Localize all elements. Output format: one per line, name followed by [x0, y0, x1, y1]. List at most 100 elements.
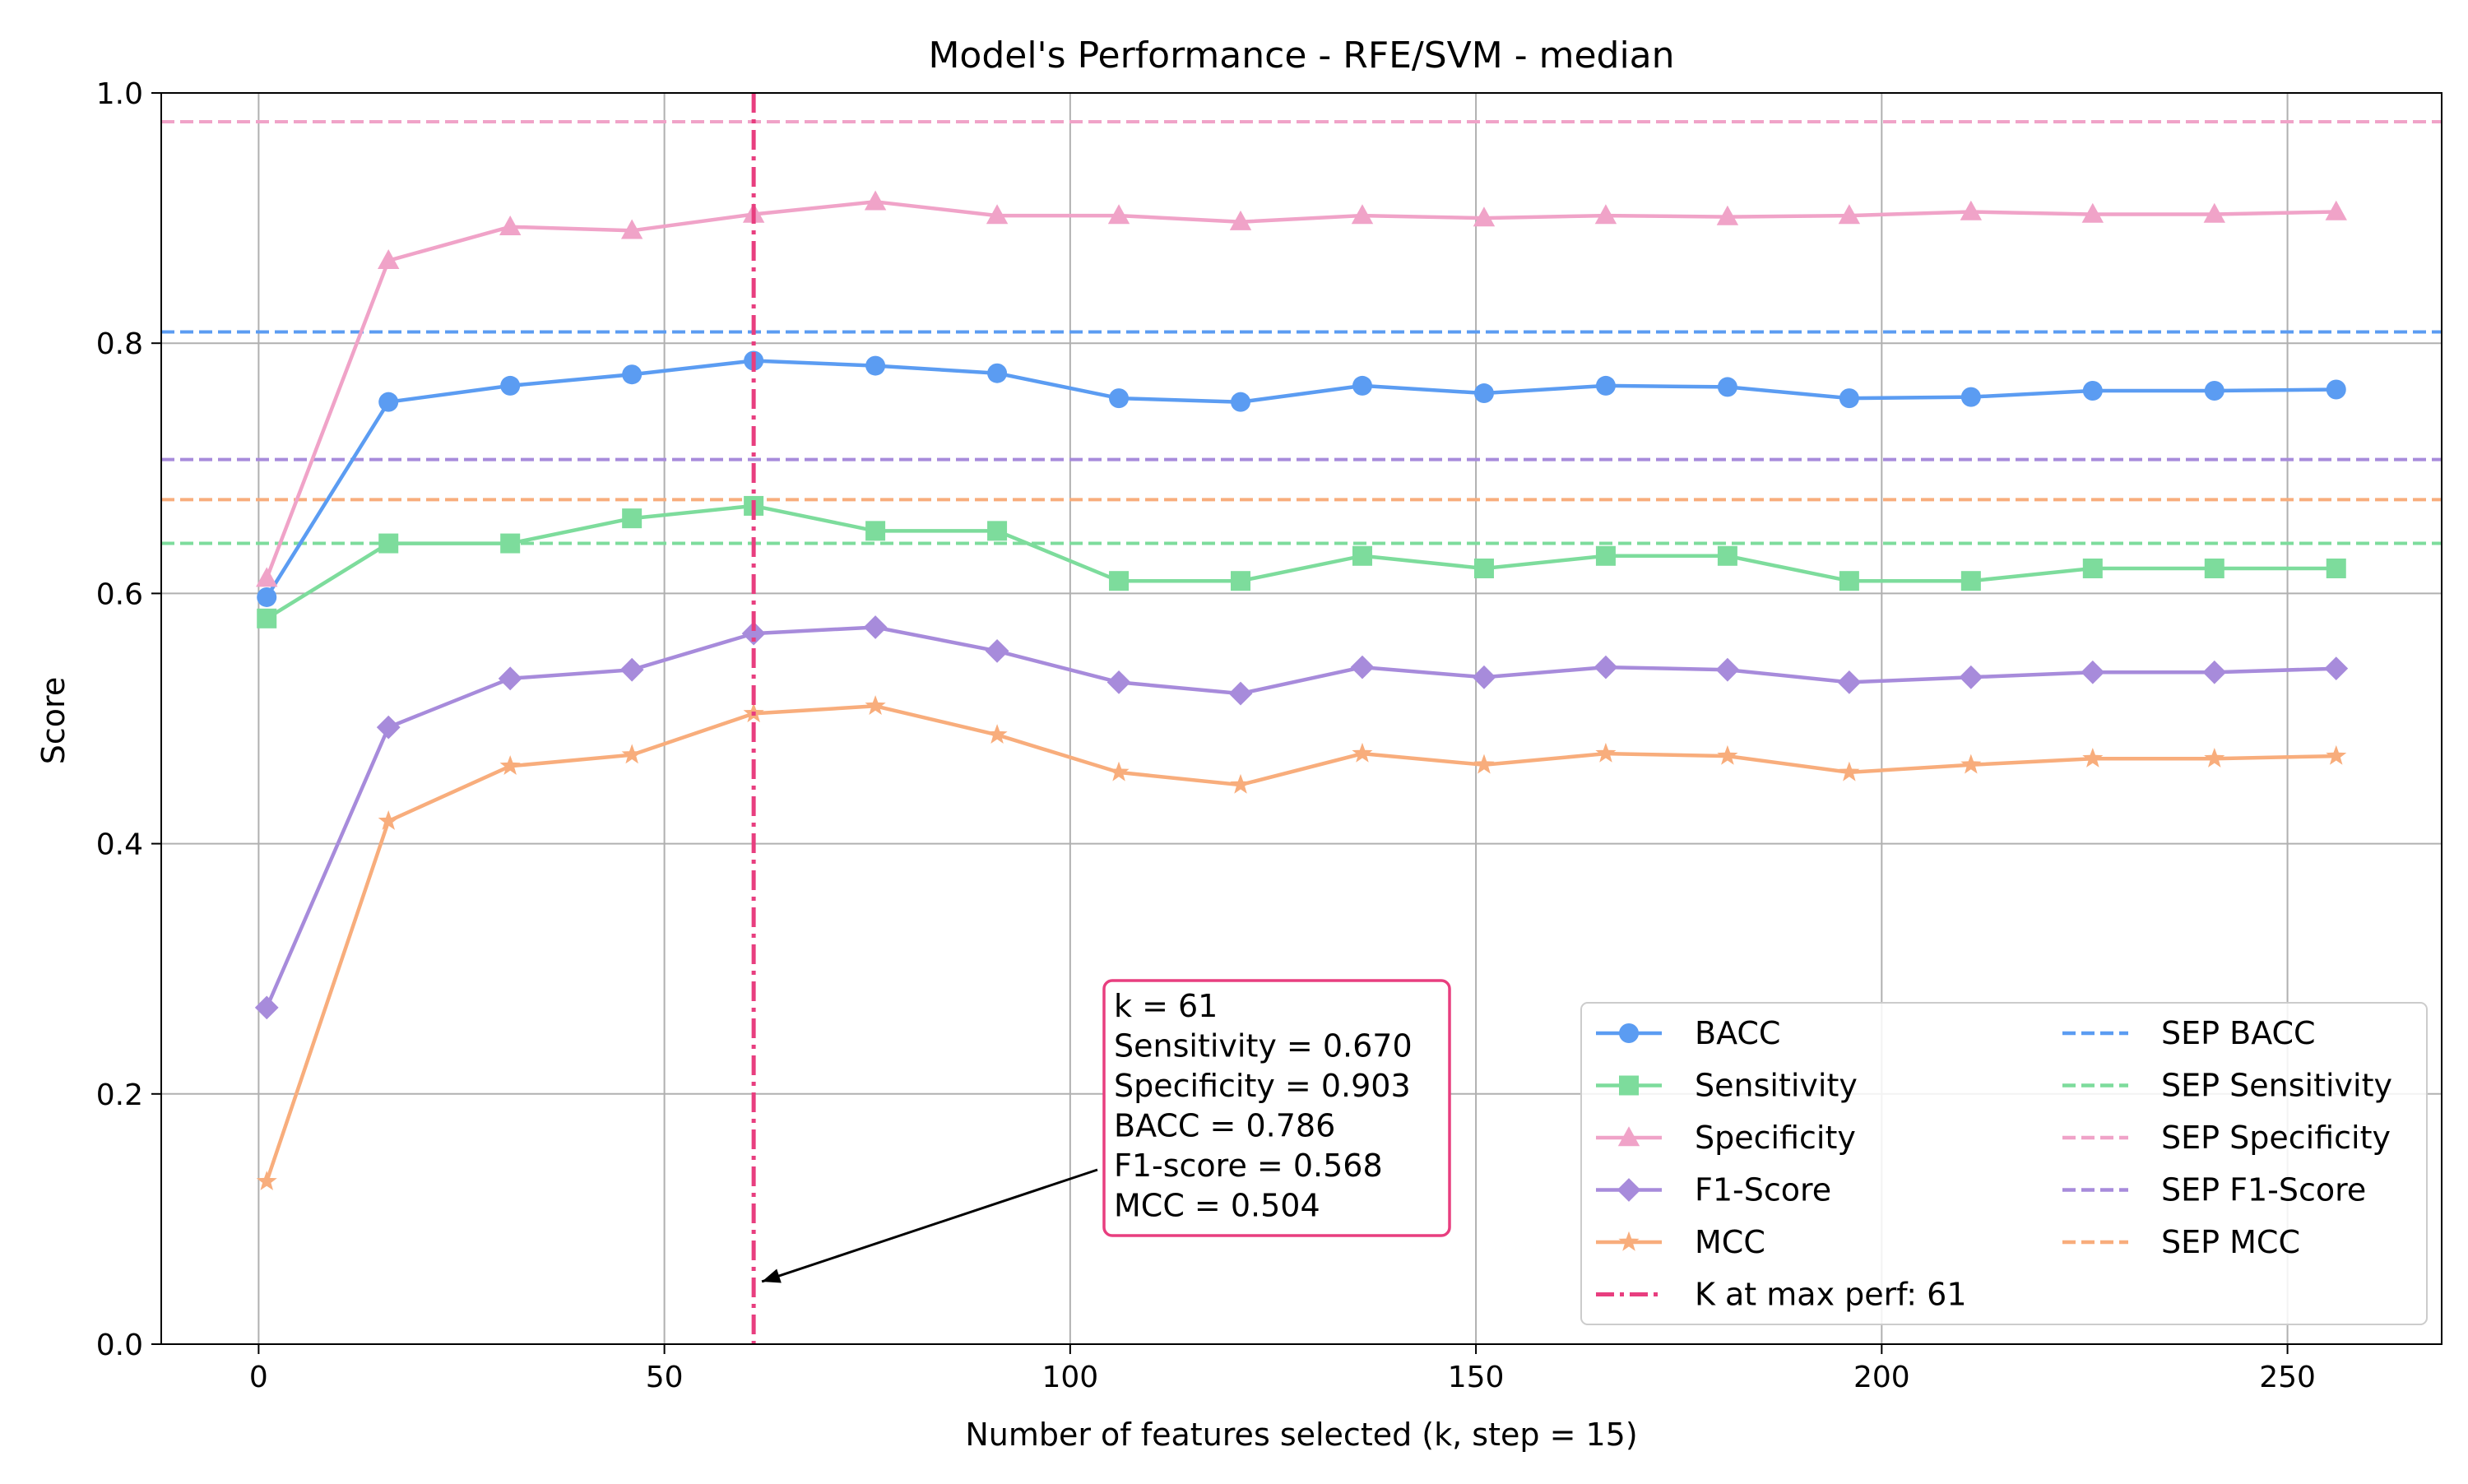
annotation-layer: k = 61 Sensitivity = 0.670 Specificity = 0… — [761, 979, 1451, 1283]
legend-marker-mcc — [1618, 1231, 1640, 1251]
series-bacc — [257, 350, 2346, 607]
legend-marker-sensitivity — [1619, 1075, 1639, 1096]
reference-lines-layer — [161, 119, 2442, 545]
data-point-mcc — [1595, 742, 1617, 763]
data-point-f1-score — [1837, 670, 1862, 694]
series-f1-score — [254, 615, 2349, 1020]
data-point-bacc — [378, 392, 399, 412]
data-point-mcc — [1108, 761, 1130, 781]
annotation-text-line: BACC = 0.786 — [1114, 1108, 1335, 1144]
data-point-mcc — [1473, 754, 1495, 774]
data-point-sensitivity — [1960, 571, 1981, 591]
data-point-sensitivity — [1352, 545, 1372, 566]
data-point-bacc — [1839, 388, 1859, 409]
data-point-specificity — [1229, 210, 1252, 230]
data-point-mcc — [499, 755, 521, 775]
legend-label: F1-Score — [1695, 1172, 1831, 1208]
legend-marker-specificity — [1617, 1126, 1640, 1147]
x-tick-label: 200 — [1853, 1361, 1910, 1394]
data-point-sensitivity — [1717, 545, 1737, 566]
data-point-sensitivity — [865, 521, 886, 541]
data-point-f1-score — [619, 657, 644, 682]
annotation-arrow — [761, 1168, 1098, 1283]
data-point-mcc — [1352, 742, 1373, 763]
data-point-sensitivity — [2204, 558, 2224, 578]
series-line-mcc — [265, 704, 2336, 1183]
data-point-specificity — [620, 219, 643, 239]
y-tick-label: 0.2 — [96, 1078, 143, 1112]
legend-label: Sensitivity — [1695, 1068, 1858, 1104]
data-point-f1-score — [1959, 665, 1983, 689]
data-point-bacc — [2326, 379, 2346, 400]
data-point-bacc — [987, 363, 1008, 383]
legend-label: SEP BACC — [2161, 1015, 2316, 1051]
data-point-specificity — [378, 249, 400, 270]
data-point-specificity — [256, 567, 278, 587]
data-point-specificity — [2081, 202, 2104, 223]
annotation-text-line: k = 61 — [1114, 988, 1218, 1024]
data-point-mcc — [378, 810, 399, 830]
legend-entry-bacc: BACC — [1596, 1015, 1780, 1051]
legend-label: SEP MCC — [2161, 1224, 2300, 1260]
data-point-f1-score — [376, 715, 401, 740]
data-point-bacc — [2082, 380, 2103, 401]
data-point-specificity — [1594, 204, 1617, 225]
data-point-bacc — [257, 587, 277, 607]
data-point-mcc — [2082, 748, 2104, 768]
data-point-f1-score — [985, 638, 1009, 663]
data-point-f1-score — [1106, 670, 1131, 694]
data-point-bacc — [500, 375, 521, 396]
legend-marker-f1-score — [1617, 1178, 1641, 1202]
data-point-bacc — [1717, 377, 1737, 397]
data-point-mcc — [2326, 744, 2347, 765]
data-point-specificity — [1960, 200, 1983, 220]
y-axis-label: Score — [35, 677, 72, 764]
legend-entry-sensitivity: Sensitivity — [1596, 1068, 1858, 1104]
x-tick-label: 0 — [249, 1361, 268, 1394]
annotation-text-line: Specificity = 0.903 — [1114, 1068, 1411, 1104]
data-point-f1-score — [1472, 665, 1496, 689]
legend-entry-sep-sensitivity: SEP Sensitivity — [2062, 1068, 2392, 1104]
data-point-mcc — [865, 695, 886, 715]
chart-title: Model's Performance - RFE/SVM - median — [928, 35, 1674, 77]
x-tick-label: 250 — [2259, 1361, 2316, 1394]
x-tick-label: 150 — [1448, 1361, 1505, 1394]
data-point-f1-score — [1350, 655, 1375, 679]
data-point-specificity — [2203, 202, 2225, 223]
axis-layer: 0 50 100 150 200 250 0.0 0.2 0.4 0.6 0.8 1.0 — [96, 77, 2316, 1394]
legend-marker-bacc — [1619, 1023, 1639, 1043]
data-point-sensitivity — [378, 533, 399, 554]
data-point-sensitivity — [622, 508, 643, 529]
data-point-specificity — [986, 204, 1009, 225]
data-point-sensitivity — [257, 608, 277, 628]
x-tick-label: 100 — [1041, 1361, 1098, 1394]
series-specificity — [256, 190, 2347, 587]
data-point-mcc — [1717, 744, 1738, 765]
data-point-f1-score — [498, 666, 522, 691]
data-point-bacc — [2204, 380, 2224, 401]
data-point-f1-score — [2324, 656, 2349, 681]
data-point-specificity — [499, 215, 522, 235]
data-point-bacc — [1595, 375, 1616, 396]
legend-label: SEP Specificity — [2161, 1120, 2391, 1156]
data-point-sensitivity — [1595, 545, 1616, 566]
legend-label: BACC — [1695, 1015, 1780, 1051]
data-point-sensitivity — [1231, 571, 1251, 591]
y-tick-label: 0.0 — [96, 1329, 143, 1362]
legend-entry-mcc: MCC — [1596, 1224, 1765, 1260]
data-point-f1-score — [2081, 660, 2105, 684]
data-point-bacc — [1473, 383, 1494, 404]
data-point-specificity — [1107, 204, 1130, 225]
data-point-f1-score — [1715, 657, 1740, 682]
y-tick-label: 0.4 — [96, 828, 143, 862]
data-point-f1-score — [1228, 681, 1253, 706]
data-point-f1-score — [741, 621, 766, 646]
data-point-f1-score — [2202, 660, 2227, 684]
series-layer — [254, 190, 2349, 1190]
data-point-f1-score — [863, 615, 888, 639]
data-point-bacc — [1231, 392, 1251, 412]
data-point-mcc — [1839, 761, 1860, 781]
x-tick-label: 50 — [646, 1361, 684, 1394]
